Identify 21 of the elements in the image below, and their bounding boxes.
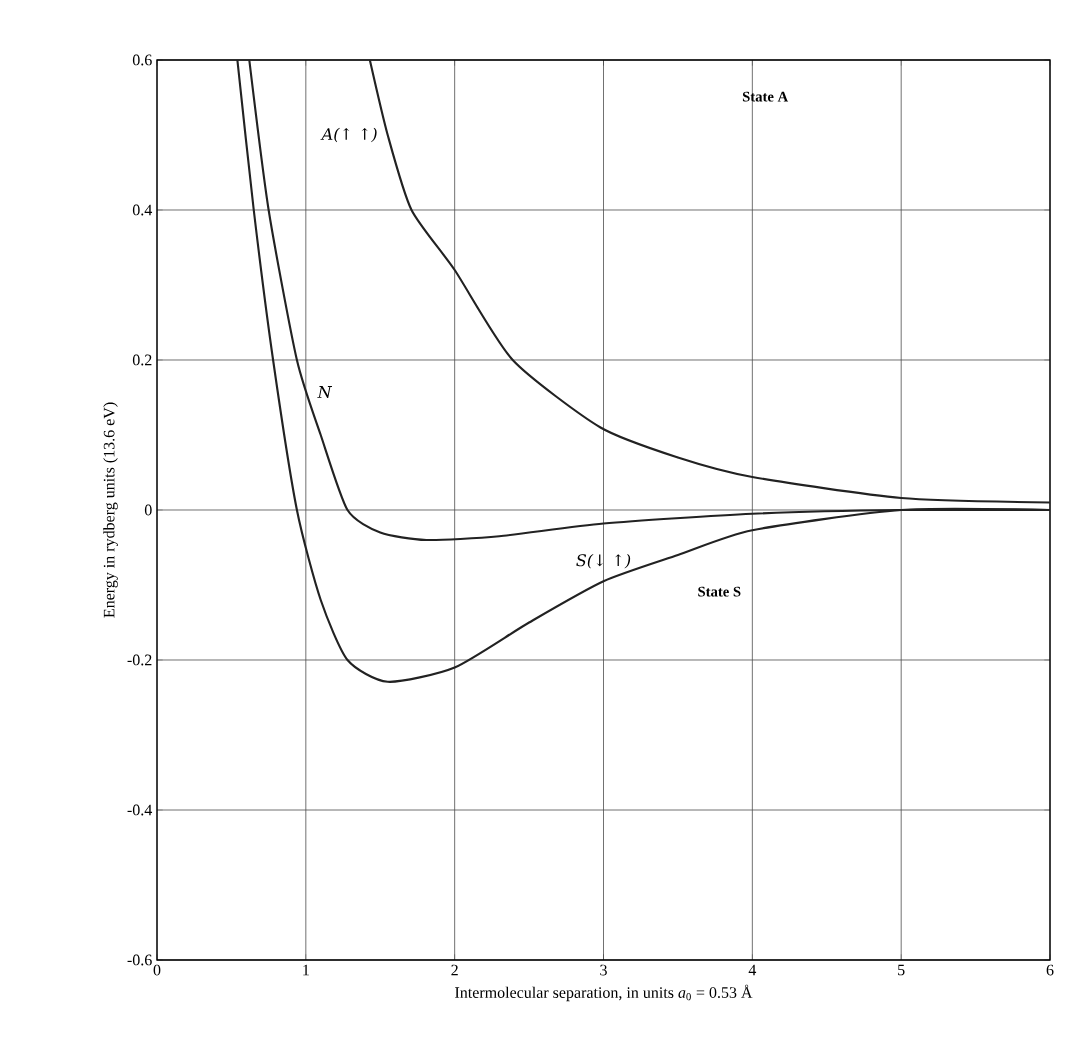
series-label: N <box>317 386 333 398</box>
series-label: S(↓ ↑) <box>576 553 631 569</box>
annotation: State S <box>698 586 741 597</box>
y-tick-label: 0.4 <box>132 204 153 216</box>
y-tick-label: 0 <box>144 504 152 516</box>
annotation: State A <box>742 91 789 102</box>
x-tick-label: 0 <box>153 964 161 976</box>
x-tick-label: 5 <box>898 964 905 976</box>
x-tick-label: 2 <box>451 964 458 976</box>
y-tick-label: -0.4 <box>127 804 153 816</box>
y-axis-title: Energy in rydberg units (13.6 eV) <box>103 402 118 618</box>
x-tick-label: 1 <box>303 964 309 976</box>
y-tick-label: 0.6 <box>132 54 152 66</box>
x-tick-label: 4 <box>748 964 757 976</box>
y-tick-label: -0.2 <box>127 654 152 666</box>
series-label: A(↑ ↑) <box>320 127 377 143</box>
x-tick-label: 6 <box>1046 964 1054 976</box>
x-tick-label: 3 <box>600 964 607 976</box>
y-tick-label: -0.6 <box>127 954 152 966</box>
x-axis-title: Intermolecular separation, in units a$_{0}$ = 0.53 Å <box>455 984 753 1002</box>
y-tick-label: 0.2 <box>132 354 152 366</box>
